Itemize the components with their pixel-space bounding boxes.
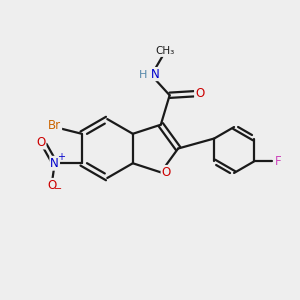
Text: O: O xyxy=(195,87,204,100)
Text: H: H xyxy=(139,70,148,80)
Text: N: N xyxy=(50,157,59,170)
Text: O: O xyxy=(47,179,56,192)
Text: N: N xyxy=(151,68,159,81)
Text: +: + xyxy=(57,152,65,162)
Text: O: O xyxy=(161,166,171,179)
Text: −: − xyxy=(54,184,62,194)
Text: F: F xyxy=(275,155,281,168)
Text: CH₃: CH₃ xyxy=(156,46,175,56)
Text: O: O xyxy=(36,136,46,148)
Text: Br: Br xyxy=(48,119,61,132)
